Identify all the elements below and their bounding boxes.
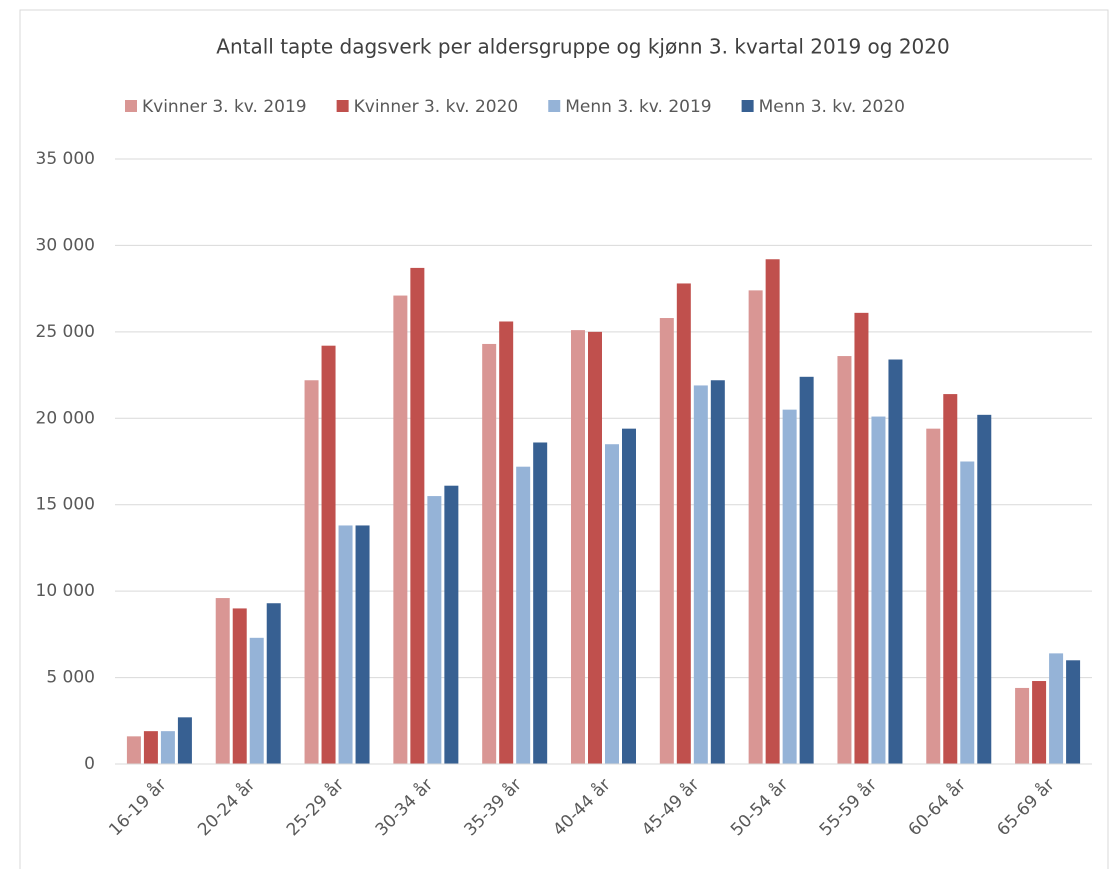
bar (588, 331, 602, 764)
legend-label: Kvinner 3. kv. 2019 (142, 97, 307, 117)
bar (249, 637, 264, 764)
y-tick-label: 35 000 (36, 149, 95, 169)
bar (1049, 653, 1064, 764)
bar (888, 359, 903, 764)
y-tick-label: 15 000 (36, 495, 95, 515)
legend-label: Kvinner 3. kv. 2020 (354, 97, 519, 117)
legend-swatch (741, 100, 754, 112)
y-tick-label: 0 (84, 754, 95, 774)
y-tick-label: 5 000 (46, 668, 95, 688)
bar (266, 603, 281, 764)
bar (871, 416, 886, 764)
bar (516, 466, 531, 764)
legend-label: Menn 3. kv. 2020 (759, 97, 905, 117)
bar (748, 290, 763, 764)
bar (1015, 687, 1030, 764)
bar (943, 394, 958, 764)
bar (499, 321, 514, 764)
bar (1066, 660, 1081, 764)
legend-label: Menn 3. kv. 2019 (565, 97, 711, 117)
bar (427, 496, 442, 764)
bar (799, 376, 814, 764)
bar (977, 414, 992, 764)
bar (444, 485, 459, 764)
bar (782, 409, 797, 764)
legend-swatch (336, 100, 349, 112)
y-tick-label: 10 000 (36, 581, 95, 601)
bar (926, 428, 941, 764)
y-tick-label: 30 000 (36, 235, 95, 255)
y-tick-label: 25 000 (36, 322, 95, 342)
bar (482, 343, 497, 764)
bar (765, 259, 780, 764)
bar (304, 380, 319, 764)
bar (622, 428, 636, 764)
legend-swatch (125, 100, 137, 112)
bar (837, 356, 852, 764)
bar (693, 385, 708, 764)
bar (571, 330, 585, 764)
bar (676, 283, 691, 764)
bar (338, 525, 353, 764)
bar (1032, 681, 1047, 764)
bar (321, 345, 336, 764)
bar (177, 717, 192, 764)
bar (126, 736, 141, 764)
bar (410, 267, 425, 764)
chart-title: Antall tapte dagsverk per aldersgruppe o… (216, 35, 949, 59)
y-tick-label: 20 000 (36, 408, 95, 428)
bar (232, 608, 247, 764)
bar (533, 442, 548, 764)
bar (854, 312, 869, 764)
legend-swatch (548, 100, 561, 112)
bar (659, 318, 674, 764)
bar (143, 731, 158, 764)
bar (710, 380, 725, 764)
bar (355, 525, 370, 764)
bar (393, 295, 408, 764)
bar (605, 444, 619, 764)
bar (960, 461, 975, 764)
bar (160, 731, 175, 764)
bar (215, 598, 230, 764)
